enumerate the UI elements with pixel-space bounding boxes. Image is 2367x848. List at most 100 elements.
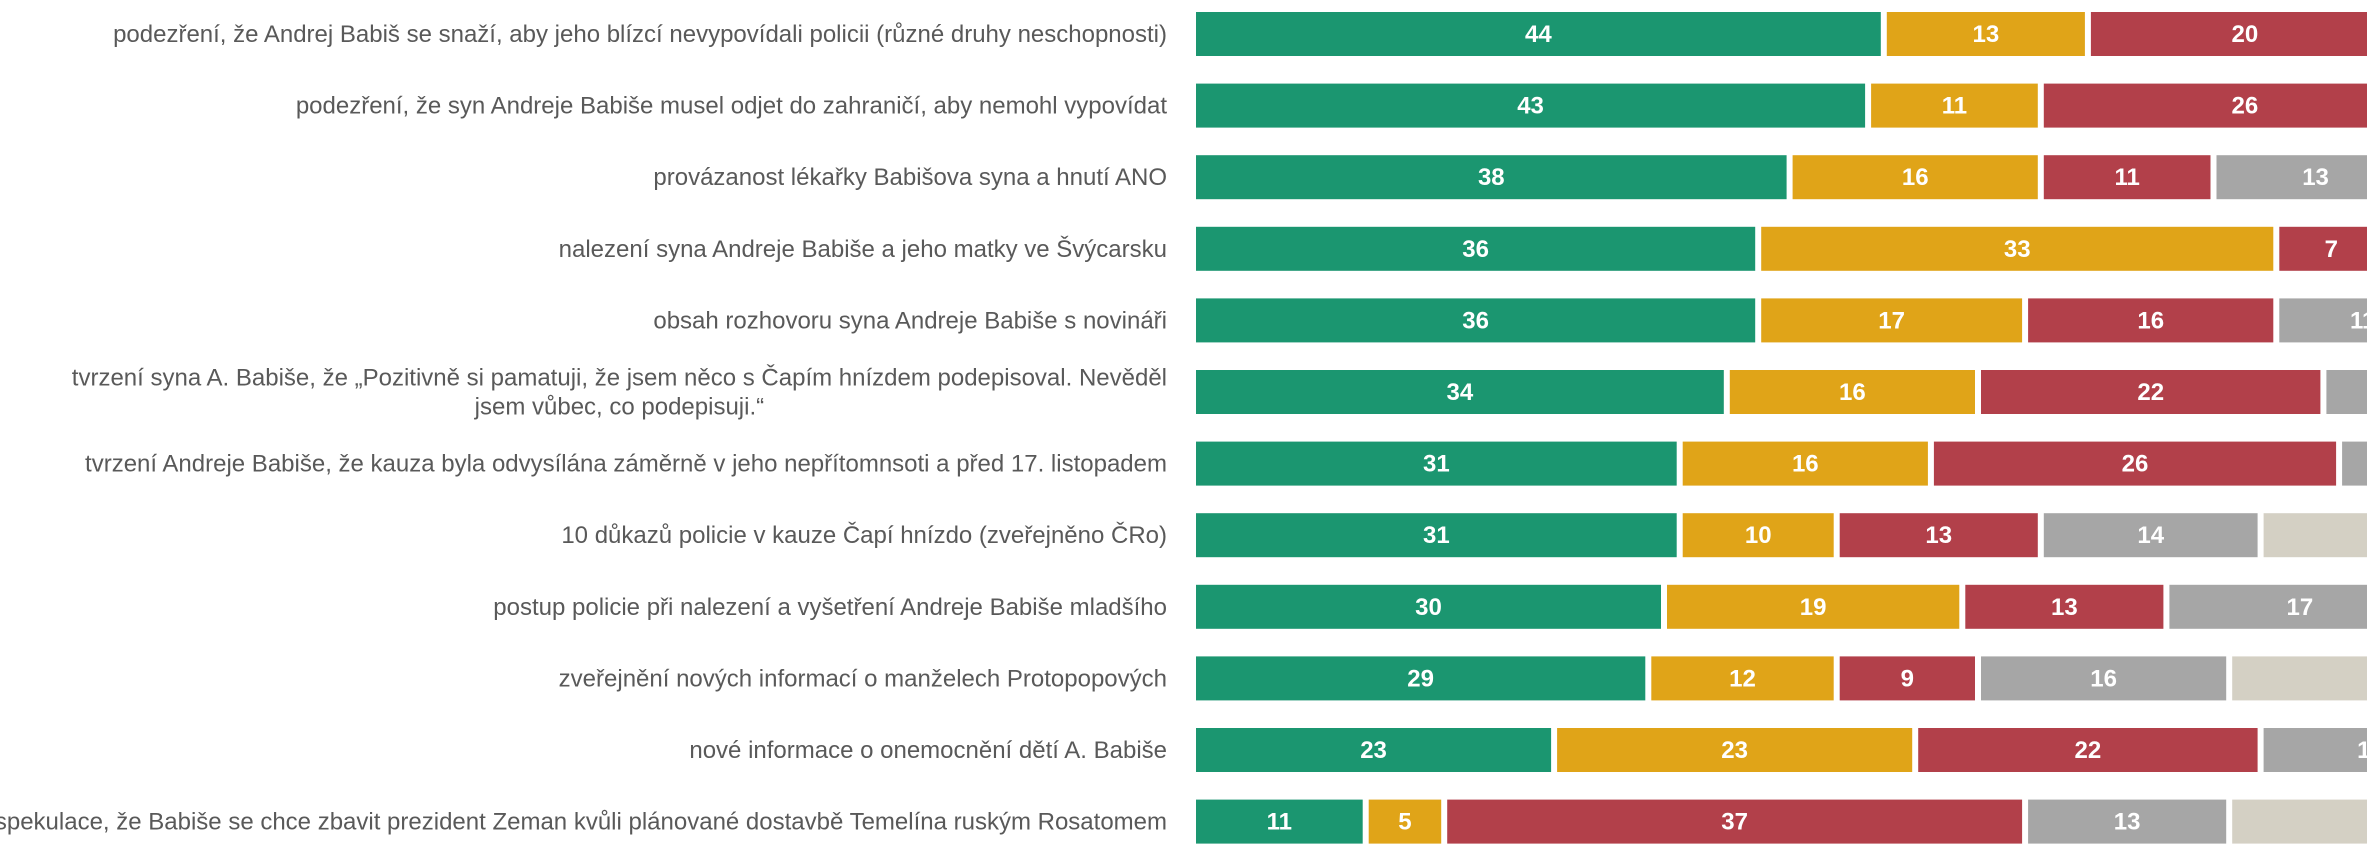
bar-segment <box>2043 83 2367 128</box>
bar-segment <box>1886 12 2085 56</box>
data-label: 13 <box>2302 164 2329 191</box>
data-label: 26 <box>2232 93 2259 120</box>
bar-segment <box>2090 12 2367 56</box>
bar-segment <box>2279 298 2367 343</box>
data-label: 19 <box>1800 594 1827 621</box>
data-label: 31 <box>1423 522 1450 549</box>
bar-segment <box>1196 584 1661 629</box>
bar-segment <box>2279 226 2367 271</box>
bar-segment <box>1729 370 1975 414</box>
data-label: 29 <box>1407 665 1434 692</box>
bar-segment <box>1667 584 1960 629</box>
bar-segment <box>1918 728 2258 772</box>
bar-segment <box>1792 155 2038 200</box>
bar-segment <box>1368 799 1442 844</box>
data-label: 31 <box>1423 451 1450 478</box>
data-label: 7 <box>2325 236 2338 263</box>
data-label: 38 <box>1478 164 1505 191</box>
category-label: zveřejnění nových informací o manželech … <box>559 665 1167 692</box>
data-label: 13 <box>1925 522 1952 549</box>
data-label: 16 <box>1902 164 1929 191</box>
bar-segment <box>1871 83 2038 128</box>
data-label: 11 <box>2350 307 2367 334</box>
bar-segment <box>1761 226 2274 271</box>
data-label: 22 <box>2137 379 2164 406</box>
bar-segment <box>2263 728 2367 772</box>
data-label: 11 <box>1942 93 1967 120</box>
data-label: 16 <box>1839 379 1866 406</box>
bar-segment <box>1196 83 1866 128</box>
data-label: 16 <box>2137 307 2164 334</box>
bar-segment <box>2028 799 2227 844</box>
data-label: 22 <box>2075 737 2102 764</box>
category-label: provázanost lékařky Babišova syna a hnut… <box>653 164 1167 191</box>
category-label: podezření, že Andrej Babiš se snaží, aby… <box>113 21 1167 48</box>
category-label: tvrzení syna A. Babiše, že „Pozitivně si… <box>72 364 1167 421</box>
data-label: 13 <box>1972 21 1999 48</box>
category-label: obsah rozhovoru syna Andreje Babiše s no… <box>653 307 1167 334</box>
data-label: 11 <box>2114 164 2139 191</box>
data-label: 13 <box>2051 594 2078 621</box>
data-label: 14 <box>2137 522 2164 549</box>
bar-segment <box>2043 513 2258 558</box>
data-label: 17 <box>1878 307 1905 334</box>
bar-segment <box>2028 298 2274 343</box>
bar-segment <box>1981 656 2227 701</box>
bar-segment <box>2169 584 2367 629</box>
bar-segment <box>1196 155 1787 200</box>
bar-segment <box>1761 298 2023 343</box>
bar-segment <box>1839 656 1975 701</box>
data-label: 33 <box>2004 236 2031 263</box>
category-label: nalezení syna Andreje Babiše a jeho matk… <box>559 235 1167 263</box>
data-label: 36 <box>1462 236 1489 263</box>
category-label: 10 důkazů policie v kauze Čapí hnízdo (z… <box>561 521 1167 549</box>
bar-segment <box>1196 370 1724 414</box>
bar-segment <box>1196 12 1881 56</box>
bar-segment <box>2326 370 2367 414</box>
bar-segment <box>1196 298 1756 343</box>
bar-segment <box>2342 441 2367 486</box>
data-label: 16 <box>2090 665 2117 692</box>
data-label: 14 <box>2357 737 2367 764</box>
category-labels: podezření, že Andrej Babiš se snaží, aby… <box>0 21 1167 836</box>
bar-segment <box>1839 513 2038 558</box>
data-label: 30 <box>1415 594 1442 621</box>
bar-segment <box>2216 155 2367 200</box>
bar-segment <box>1196 656 1646 701</box>
category-label: spekulace, že Babiše se chce zbavit prez… <box>0 809 1167 836</box>
bar-segment <box>1196 513 1677 558</box>
data-label: 36 <box>1462 307 1489 334</box>
bar-segment <box>1981 370 2321 414</box>
bar-segment <box>1196 441 1677 486</box>
data-label: 12 <box>1729 665 1756 692</box>
bar-segment <box>1651 656 1834 701</box>
data-label: 23 <box>1360 737 1387 764</box>
data-label: 16 <box>1792 451 1819 478</box>
data-label: 13 <box>2114 809 2141 836</box>
bar-segment <box>1196 226 1756 271</box>
category-label: podezření, že syn Andreje Babiše musel o… <box>296 93 1168 120</box>
category-label: postup policie při nalezení a vyšetření … <box>493 594 1167 621</box>
data-label: 11 <box>1267 809 1292 836</box>
category-label: nové informace o onemocnění dětí A. Babi… <box>689 737 1167 764</box>
data-label: 34 <box>1447 379 1474 406</box>
data-label: 43 <box>1517 93 1544 120</box>
data-label: 5 <box>1398 809 1411 836</box>
data-label: 9 <box>1901 665 1914 692</box>
bar-segment <box>1682 513 1834 558</box>
data-label: 10 <box>1745 522 1772 549</box>
bar-segment <box>1682 441 1928 486</box>
bar-segment <box>2043 155 2211 200</box>
bar-segment <box>1965 584 2164 629</box>
bar-segment <box>1196 799 1363 844</box>
bar-segment <box>1933 441 2337 486</box>
data-label: 20 <box>2232 21 2259 48</box>
bar-segment <box>2263 513 2367 558</box>
bar-segment <box>2232 799 2367 844</box>
data-label: 26 <box>2122 451 2149 478</box>
data-label: 17 <box>2286 594 2313 621</box>
bar-segment <box>1557 728 1913 772</box>
bar-segment <box>2232 656 2367 701</box>
data-label: 23 <box>1721 737 1748 764</box>
